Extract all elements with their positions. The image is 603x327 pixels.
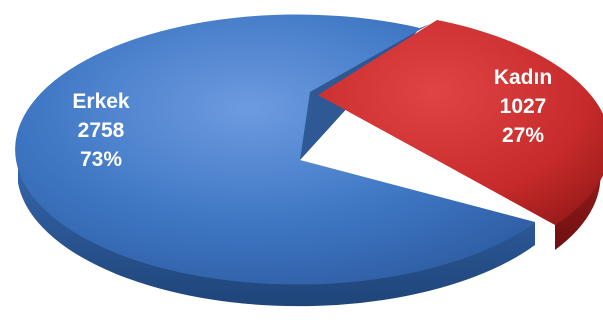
kadin-name-label: Kadın <box>494 66 552 89</box>
pie-slice-erkek <box>15 14 536 285</box>
kadin-percent-label: 27% <box>502 124 544 147</box>
pie-slice-kadin-side <box>555 140 601 250</box>
erkek-value-label: 2758 <box>78 119 125 142</box>
pie-slice-kadin <box>318 20 603 225</box>
pie-slice-erkek-side <box>18 160 535 307</box>
erkek-percent-label: 73% <box>80 148 122 171</box>
erkek-name-label: Erkek <box>72 90 130 113</box>
kadin-value-label: 1027 <box>500 95 547 118</box>
